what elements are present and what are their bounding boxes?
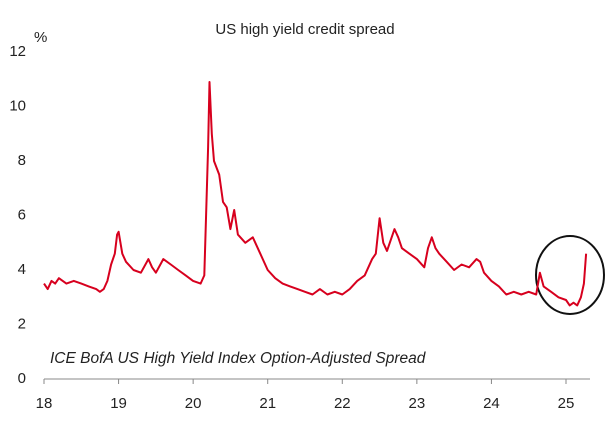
x-tick-label: 18 xyxy=(36,395,53,412)
y-tick-label: 6 xyxy=(18,206,26,223)
y-tick-label: 4 xyxy=(18,261,26,278)
y-tick-label: 0 xyxy=(18,370,26,387)
x-tick-label: 22 xyxy=(334,395,351,412)
line-series xyxy=(43,81,588,307)
y-tick-label: 12 xyxy=(9,43,26,60)
chart-title: US high yield credit spread xyxy=(215,21,394,38)
annotation: ICE BofA US High Yield Index Option-Adju… xyxy=(50,350,427,367)
y-axis-unit: % xyxy=(34,29,47,46)
x-tick-label: 20 xyxy=(185,395,202,412)
x-tick-label: 25 xyxy=(558,395,575,412)
highlight-circle xyxy=(535,235,605,315)
x-tick-label: 23 xyxy=(409,395,426,412)
x-tick-label: 24 xyxy=(483,395,500,412)
y-tick-label: 2 xyxy=(18,315,26,332)
x-tick-label: 21 xyxy=(259,395,276,412)
x-tick-label: 19 xyxy=(110,395,127,412)
y-tick-label: 8 xyxy=(18,152,26,169)
y-tick-label: 10 xyxy=(9,97,26,114)
